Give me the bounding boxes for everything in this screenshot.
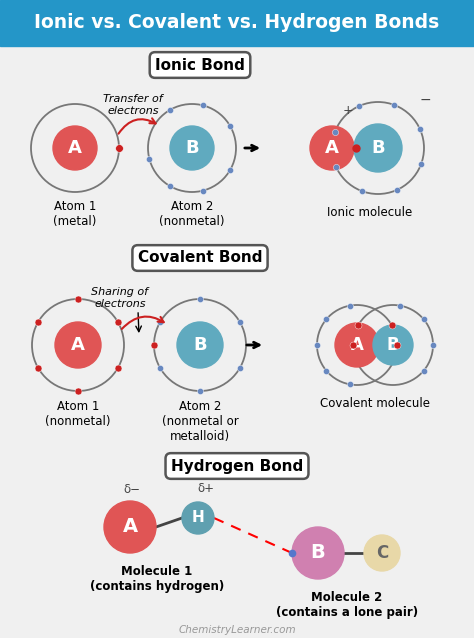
- Text: Molecule 1
(contains hydrogen): Molecule 1 (contains hydrogen): [90, 565, 224, 593]
- Text: C: C: [376, 544, 388, 562]
- Text: δ−: δ−: [124, 483, 140, 496]
- Circle shape: [292, 527, 344, 579]
- Circle shape: [354, 124, 402, 172]
- Text: Atom 1
(nonmetal): Atom 1 (nonmetal): [45, 400, 111, 428]
- Text: Covalent molecule: Covalent molecule: [320, 397, 430, 410]
- Text: B: B: [185, 139, 199, 157]
- Text: A: A: [68, 139, 82, 157]
- Text: B: B: [193, 336, 207, 354]
- Circle shape: [55, 322, 101, 368]
- Circle shape: [170, 126, 214, 170]
- Text: B: B: [310, 544, 325, 563]
- Bar: [0, 0, 474, 46]
- Text: B: B: [371, 139, 385, 157]
- Text: Hydrogen Bond: Hydrogen Bond: [171, 459, 303, 473]
- Text: Ionic molecule: Ionic molecule: [328, 206, 413, 219]
- Text: δ+: δ+: [198, 482, 215, 495]
- Circle shape: [53, 126, 97, 170]
- FancyArrowPatch shape: [118, 118, 155, 134]
- Text: Atom 2
(nonmetal or
metalloid): Atom 2 (nonmetal or metalloid): [162, 400, 238, 443]
- Text: Transfer of
electrons: Transfer of electrons: [103, 94, 163, 116]
- Circle shape: [335, 323, 379, 367]
- Text: ChemistryLearner.com: ChemistryLearner.com: [178, 625, 296, 635]
- Circle shape: [182, 502, 214, 534]
- Circle shape: [310, 126, 354, 170]
- Text: A: A: [351, 336, 364, 354]
- Text: H: H: [191, 510, 204, 526]
- Text: Covalent Bond: Covalent Bond: [138, 251, 262, 265]
- Text: Atom 1
(metal): Atom 1 (metal): [53, 200, 97, 228]
- Text: Ionic Bond: Ionic Bond: [155, 57, 245, 73]
- Circle shape: [364, 535, 400, 571]
- Text: A: A: [71, 336, 85, 354]
- Circle shape: [104, 501, 156, 553]
- Text: A: A: [325, 139, 339, 157]
- Text: Atom 2
(nonmetal): Atom 2 (nonmetal): [159, 200, 225, 228]
- Circle shape: [177, 322, 223, 368]
- FancyArrowPatch shape: [122, 316, 164, 329]
- Text: B: B: [387, 336, 399, 354]
- Text: −: −: [419, 93, 431, 107]
- Text: Ionic vs. Covalent vs. Hydrogen Bonds: Ionic vs. Covalent vs. Hydrogen Bonds: [35, 13, 439, 33]
- Text: A: A: [122, 517, 137, 537]
- Text: +: +: [343, 104, 353, 117]
- Circle shape: [373, 325, 413, 365]
- Text: Sharing of
electrons: Sharing of electrons: [91, 287, 148, 309]
- Text: Molecule 2
(contains a lone pair): Molecule 2 (contains a lone pair): [276, 591, 418, 619]
